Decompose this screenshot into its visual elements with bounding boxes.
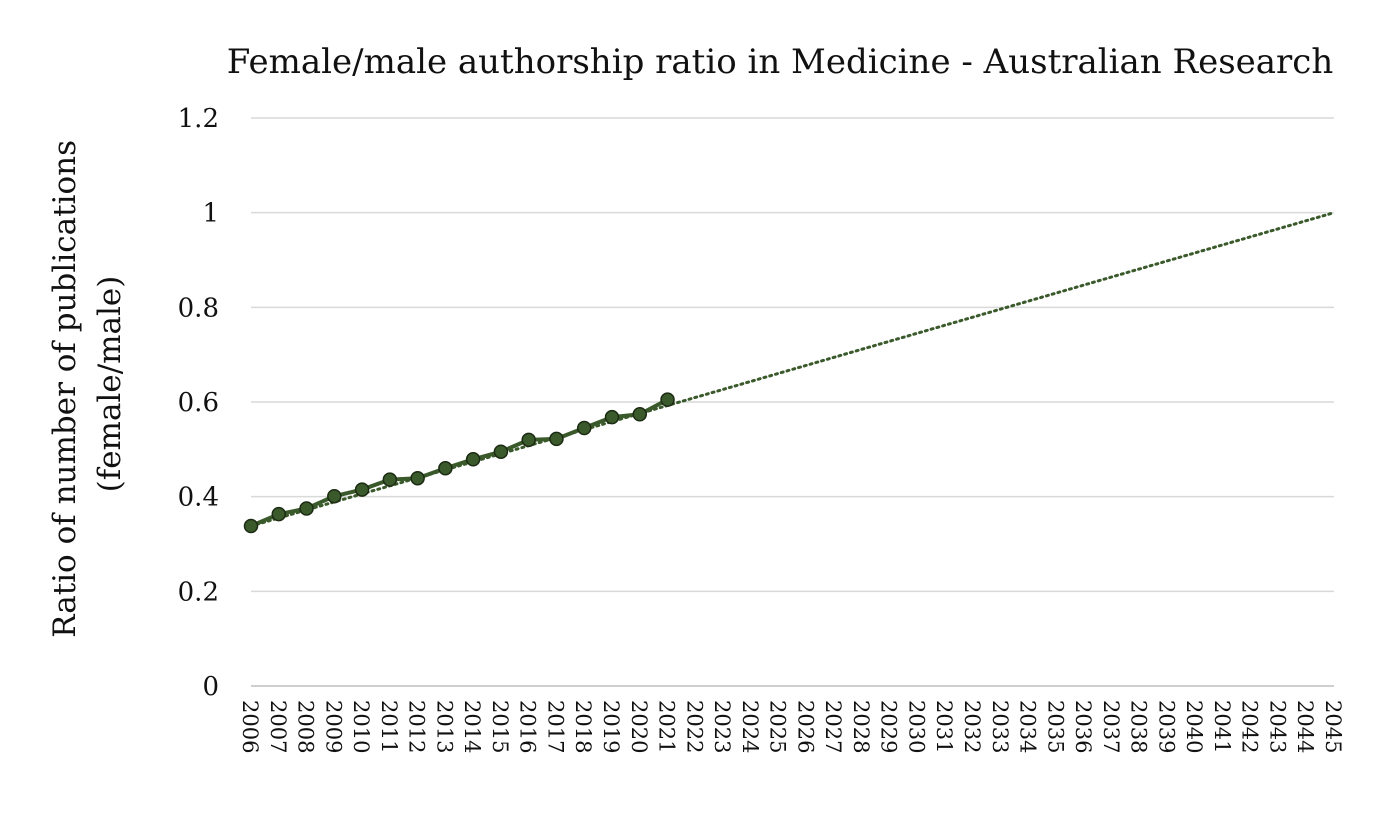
x-tick-label: 2031 (932, 700, 956, 753)
x-tick-label: 2022 (682, 700, 706, 753)
y-tick-label: 0.4 (178, 483, 219, 513)
data-point (410, 470, 425, 486)
y-tick-label: 0.8 (178, 293, 219, 323)
x-tick-label: 2026 (793, 700, 817, 753)
x-tick-label: 2020 (627, 700, 651, 753)
data-point (521, 432, 536, 448)
x-tick-label: 2036 (1071, 700, 1095, 753)
x-tick-label: 2034 (1016, 700, 1040, 753)
series-line-0 (250, 397, 669, 528)
x-tick-label: 2035 (1043, 700, 1067, 753)
x-tick-label: 2007 (266, 700, 290, 753)
x-tick-labels: 2006 2007 2008 2009 2010 2011 2012 2013 2014 2015… (238, 700, 1345, 753)
x-tick-label: 2006 (238, 700, 262, 753)
x-tick-label: 2029 (877, 700, 901, 753)
x-tick-label: 2024 (738, 700, 762, 753)
x-tick-label: 2040 (1182, 700, 1206, 753)
y-axis-label: Ratio of number of publications (female/… (47, 130, 128, 638)
x-tick-label: 2025 (766, 700, 790, 753)
y-axis-label-line-2: (female/male) (92, 276, 128, 493)
x-tick-label: 2042 (1238, 700, 1262, 753)
data-point (438, 461, 453, 476)
x-tick-label: 2012 (405, 700, 429, 753)
x-tick-label: 2017 (543, 700, 567, 753)
x-tick-label: 2011 (377, 700, 401, 753)
data-point (243, 518, 259, 534)
x-tick-label: 2038 (1127, 700, 1151, 753)
y-tick-label: 1 (202, 199, 219, 229)
x-tick-label: 2008 (294, 700, 318, 753)
y-tick-label: 0 (202, 672, 219, 702)
y-tick-label: 0.6 (178, 388, 219, 418)
data-point (465, 452, 481, 467)
x-tick-label: 2023 (710, 700, 734, 753)
x-tick-label: 2037 (1099, 700, 1123, 753)
x-tick-label: 2045 (1321, 700, 1345, 753)
x-tick-label: 2044 (1293, 700, 1317, 753)
x-tick-label: 2039 (1154, 700, 1178, 753)
x-tick-label: 2013 (432, 700, 456, 753)
x-tick-label: 2009 (321, 700, 345, 753)
x-tick-label: 2032 (960, 700, 984, 753)
data-point (660, 392, 675, 407)
data-point (382, 472, 398, 487)
y-axis-label-line-1: Ratio of number of publications (47, 140, 83, 638)
chart-title: Female/male authorship ratio in Medicine… (227, 42, 1333, 82)
x-tick-label: 2041 (1210, 700, 1234, 753)
x-tick-label: 2019 (599, 700, 623, 753)
data-point (493, 444, 509, 459)
series-layer (243, 392, 675, 534)
x-tick-label: 2033 (988, 700, 1012, 753)
y-tick-label: 1.2 (178, 104, 219, 134)
data-point (327, 488, 342, 504)
y-tick-labels: 0 0.2 0.4 0.6 0.8 1 1.2 (178, 104, 219, 702)
x-tick-label: 2028 (849, 700, 873, 753)
x-tick-label: 2015 (488, 700, 512, 753)
x-tick-label: 2030 (904, 700, 928, 753)
data-point (576, 420, 592, 436)
y-tick-label: 0.2 (178, 577, 219, 607)
x-tick-label: 2018 (571, 700, 595, 753)
gridlines (251, 117, 1334, 687)
data-point (549, 431, 564, 447)
data-point (604, 409, 620, 425)
x-tick-label: 2021 (655, 700, 679, 753)
x-tick-label: 2016 (516, 700, 540, 753)
data-point (271, 506, 287, 522)
x-tick-label: 2010 (349, 700, 373, 753)
data-point (354, 482, 370, 497)
x-tick-label: 2027 (821, 700, 845, 753)
x-tick-label: 2014 (460, 700, 484, 753)
data-point (299, 501, 314, 516)
data-point (632, 407, 648, 422)
x-tick-label: 2043 (1265, 700, 1289, 753)
